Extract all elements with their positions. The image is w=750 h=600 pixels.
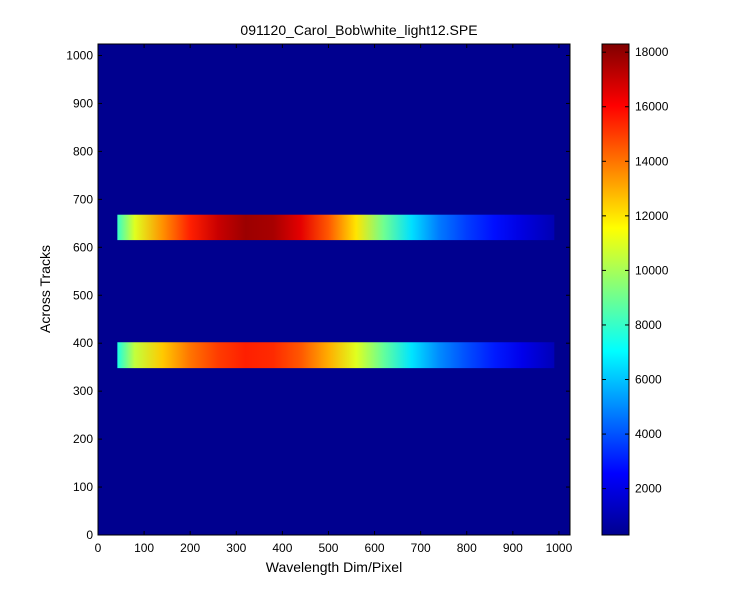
y-tick-label: 0: [86, 528, 93, 542]
y-tick-label: 300: [73, 384, 93, 398]
y-tick-label: 900: [73, 96, 93, 110]
x-tick-label: 500: [318, 541, 338, 555]
x-tick-label: 400: [272, 541, 292, 555]
colorbar-tick-label: 12000: [635, 209, 669, 223]
colorbar-tick-label: 4000: [635, 427, 662, 441]
colorbar-tick-label: 14000: [635, 154, 669, 168]
x-tick-label: 300: [226, 541, 246, 555]
y-axis-label: Across Tracks: [37, 245, 53, 333]
plot-area: [98, 44, 570, 535]
colorbar-tick-label: 2000: [635, 482, 662, 496]
x-tick-label: 600: [365, 541, 385, 555]
y-tick-label: 600: [73, 240, 93, 254]
x-tick-label: 1000: [546, 541, 573, 555]
colorbar-tick-label: 8000: [635, 318, 662, 332]
chart-title: 091120_Carol_Bob\white_light12.SPE: [240, 22, 477, 38]
x-tick-label: 100: [134, 541, 154, 555]
y-axis-ticks: 0 100 200 300 400 500 600 700 800 900 1000: [66, 49, 570, 542]
y-tick-label: 700: [73, 192, 93, 206]
x-tick-label: 0: [95, 541, 102, 555]
colorbar: [602, 44, 629, 535]
colorbar-ticks: 2000 4000 6000 8000 10000 12000 14000 16000 1800…: [602, 45, 669, 496]
x-axis-label: Wavelength Dim/Pixel: [266, 559, 402, 575]
y-tick-label: 500: [73, 288, 93, 302]
x-tick-label: 900: [503, 541, 523, 555]
heatmap-band-2: [117, 342, 555, 369]
y-tick-label: 1000: [66, 49, 93, 63]
heatmap-band-1: [117, 214, 555, 241]
x-tick-label: 200: [180, 541, 200, 555]
y-tick-label: 800: [73, 144, 93, 158]
heatmap-bands: [117, 214, 555, 369]
colorbar-tick-label: 16000: [635, 100, 669, 114]
plot-frame: [97, 43, 571, 536]
y-tick-label: 200: [73, 432, 93, 446]
x-tick-label: 700: [411, 541, 431, 555]
y-tick-label: 400: [73, 336, 93, 350]
colorbar-tick-label: 6000: [635, 373, 662, 387]
y-tick-label: 100: [73, 480, 93, 494]
colorbar-frame: [601, 43, 630, 536]
colorbar-tick-label: 10000: [635, 263, 669, 277]
colorbar-tick-label: 18000: [635, 45, 669, 59]
x-tick-label: 800: [457, 541, 477, 555]
x-axis-ticks: 0 100 200 300 400 500 600 700 800 900 1000: [95, 44, 573, 555]
